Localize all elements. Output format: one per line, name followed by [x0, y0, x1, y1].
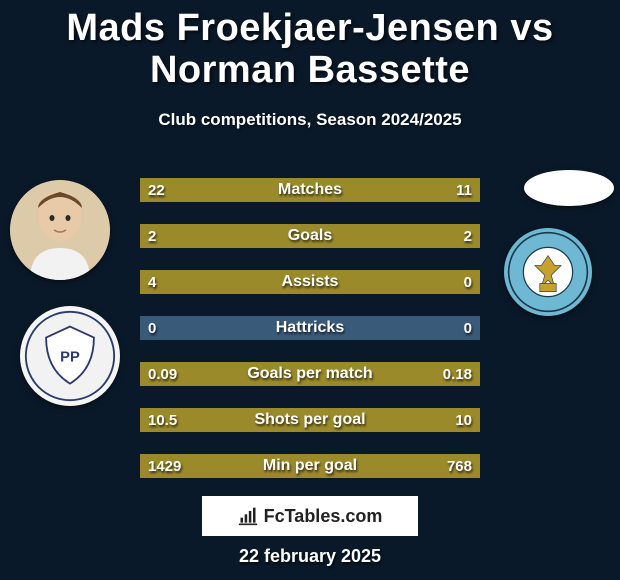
- bar-left-fill: [140, 224, 310, 248]
- club-right-badge: [504, 228, 592, 316]
- stats-bar-chart: 2211Matches22Goals40Assists00Hattricks0.…: [140, 178, 480, 500]
- stat-row: 00Hattricks: [140, 316, 480, 340]
- stat-value-left: 4: [148, 270, 156, 294]
- stat-value-right: 11: [456, 178, 472, 202]
- stat-row: 0.090.18Goals per match: [140, 362, 480, 386]
- bar-chart-icon: [238, 506, 258, 526]
- stat-row: 22Goals: [140, 224, 480, 248]
- title-text: Mads Froekjaer-Jensen vs Norman Bassette: [66, 7, 553, 91]
- brand-text: FcTables.com: [264, 506, 383, 527]
- stat-value-left: 0.09: [148, 362, 177, 386]
- stat-value-right: 0: [464, 270, 472, 294]
- stat-value-right: 0.18: [443, 362, 472, 386]
- club-left-badge: PP: [20, 306, 120, 406]
- stat-value-left: 0: [148, 316, 156, 340]
- stat-value-right: 2: [464, 224, 472, 248]
- bar-left-fill: [140, 178, 367, 202]
- stat-value-right: 0: [464, 316, 472, 340]
- person-icon: [10, 180, 110, 280]
- stat-value-left: 22: [148, 178, 165, 202]
- stat-row: 10.510Shots per goal: [140, 408, 480, 432]
- stat-value-left: 2: [148, 224, 156, 248]
- shield-icon: [507, 231, 589, 313]
- stat-value-right: 10: [455, 408, 472, 432]
- svg-text:PP: PP: [60, 350, 80, 366]
- branding-badge[interactable]: FcTables.com: [202, 496, 418, 536]
- bar-track: [140, 316, 480, 340]
- stat-value-left: 1429: [148, 454, 181, 478]
- shield-icon: PP: [24, 310, 116, 402]
- stat-row: 1429768Min per goal: [140, 454, 480, 478]
- player-right-avatar: [524, 170, 614, 206]
- stat-value-left: 10.5: [148, 408, 177, 432]
- stat-row: 2211Matches: [140, 178, 480, 202]
- page-title: Mads Froekjaer-Jensen vs Norman Bassette: [0, 0, 620, 92]
- bar-right-fill: [310, 224, 480, 248]
- player-left-avatar: [10, 180, 110, 280]
- stat-row: 40Assists: [140, 270, 480, 294]
- stat-value-right: 768: [447, 454, 472, 478]
- subtitle: Club competitions, Season 2024/2025: [0, 110, 620, 130]
- bar-left-fill: [140, 270, 480, 294]
- date-label: 22 february 2025: [0, 546, 620, 567]
